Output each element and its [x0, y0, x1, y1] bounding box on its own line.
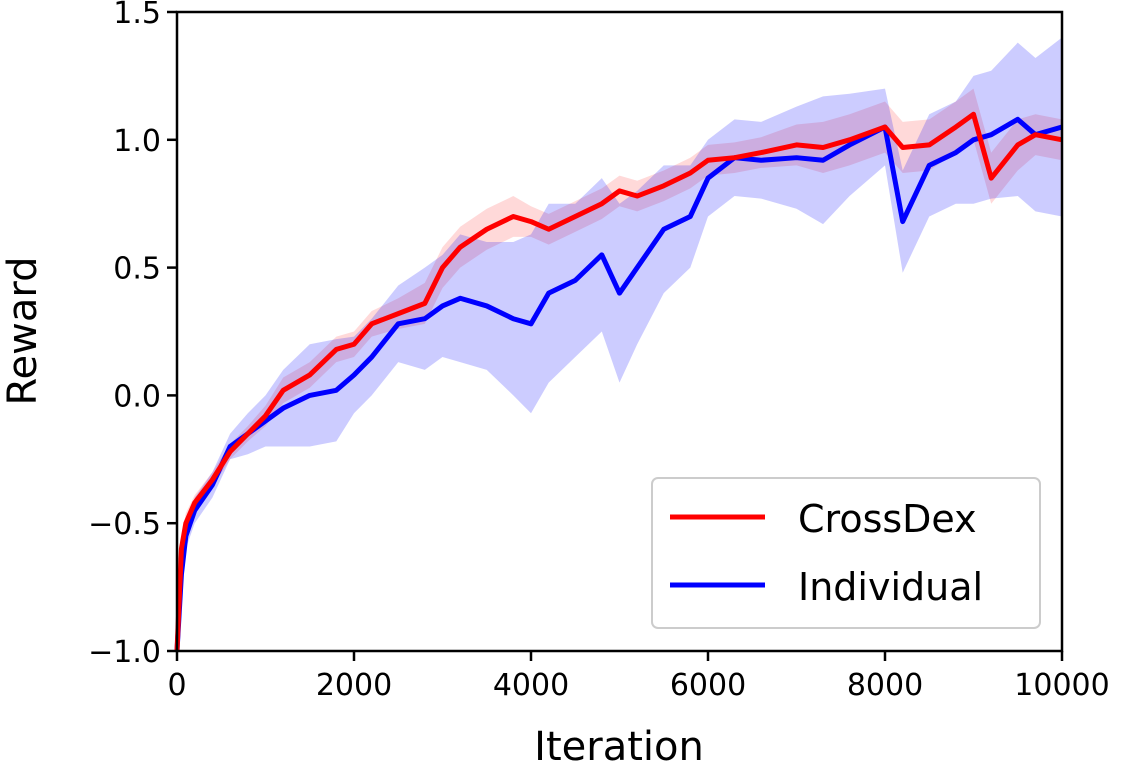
line-individual — [174, 116, 1063, 652]
y-tick-label: 1.0 — [113, 124, 161, 159]
y-tick-label: −0.5 — [88, 507, 161, 542]
x-tick-label: 8000 — [847, 668, 923, 703]
x-tick-label: 0 — [167, 668, 186, 703]
band-individual — [177, 37, 1062, 652]
plot-frame — [175, 10, 1064, 653]
y-tick-label: 1.5 — [113, 0, 161, 31]
band-crossdex — [177, 88, 1062, 652]
y-tick-label: 0.0 — [113, 379, 161, 414]
legend: CrossDex Individual — [651, 477, 1041, 629]
y-axis-label: Reward — [0, 257, 46, 406]
x-axis-label: Iteration — [534, 724, 704, 770]
legend-label-individual: Individual — [798, 565, 983, 609]
x-tick-label: 6000 — [670, 668, 746, 703]
x-tick-label: 2000 — [316, 668, 392, 703]
legend-label-crossdex: CrossDex — [798, 497, 977, 541]
y-tick-label: 0.5 — [113, 252, 161, 287]
line-crossdex — [174, 111, 1063, 652]
x-tick-label: 4000 — [493, 668, 569, 703]
x-tick-label: 10000 — [1014, 668, 1109, 703]
y-tick-label: −1.0 — [88, 635, 161, 670]
